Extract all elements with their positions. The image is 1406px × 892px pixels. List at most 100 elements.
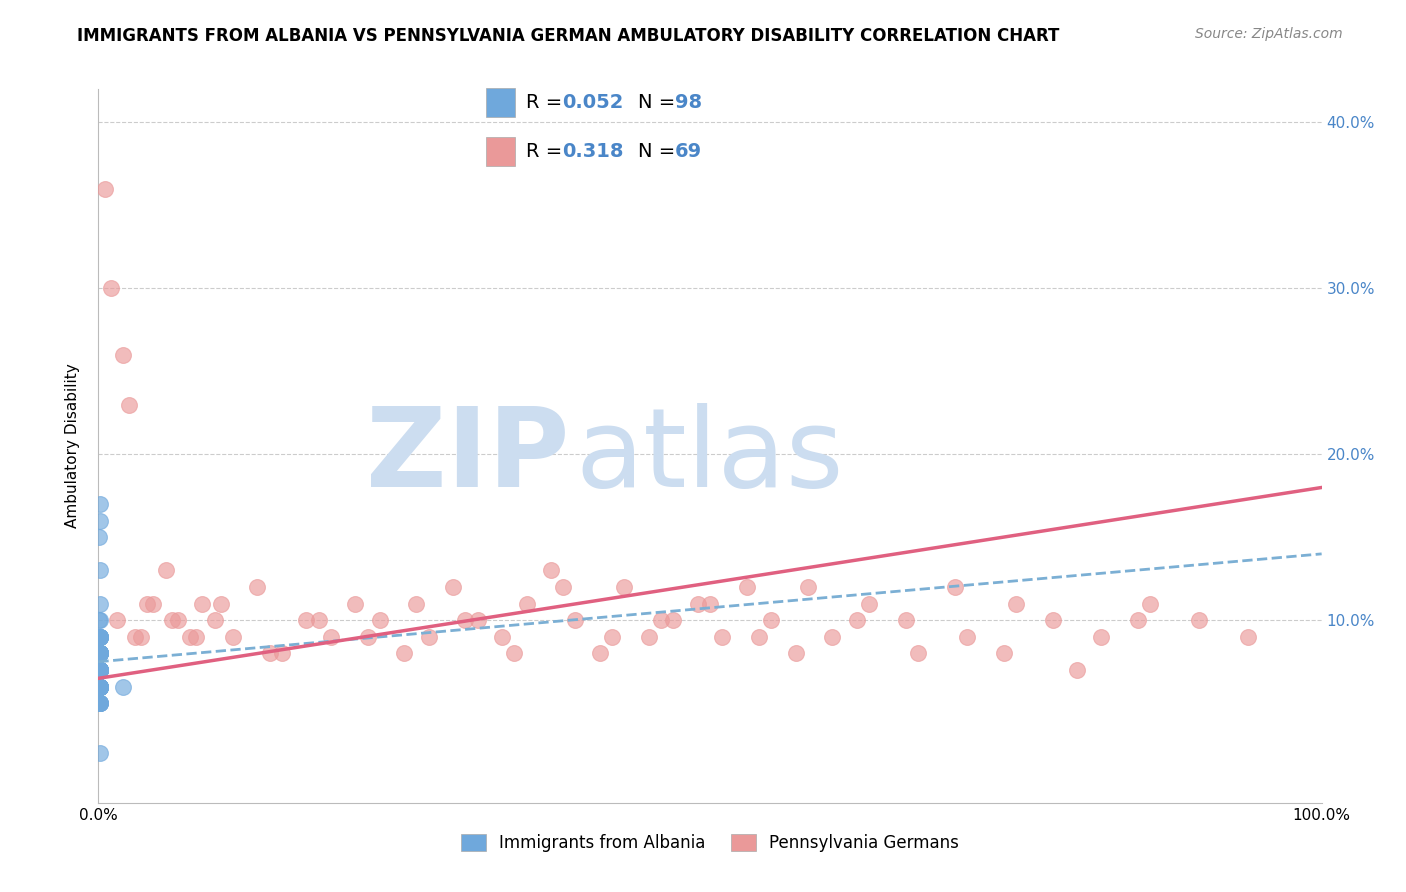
Point <box>89 746 111 760</box>
Point <box>89 680 111 694</box>
Point <box>89 647 111 661</box>
Point <box>89 696 111 710</box>
Point <box>89 630 111 644</box>
Point <box>89 647 111 661</box>
Point <box>711 630 734 644</box>
Point <box>356 630 378 644</box>
Point <box>118 397 141 411</box>
Point <box>454 613 477 627</box>
Point <box>87 680 110 694</box>
Point <box>191 597 214 611</box>
Y-axis label: Ambulatory Disability: Ambulatory Disability <box>65 364 80 528</box>
Point <box>600 630 623 644</box>
Point <box>89 613 111 627</box>
Point <box>89 696 111 710</box>
Point <box>89 663 111 677</box>
Point <box>89 613 111 627</box>
Point <box>155 564 177 578</box>
Point <box>87 647 110 661</box>
Point <box>1188 613 1211 627</box>
FancyBboxPatch shape <box>486 137 515 166</box>
Point <box>89 696 111 710</box>
Point <box>418 630 440 644</box>
Point <box>735 580 758 594</box>
Point <box>392 647 416 661</box>
Point <box>209 597 232 611</box>
Point <box>89 597 111 611</box>
Point <box>124 630 146 644</box>
Point <box>344 597 367 611</box>
Text: N =: N = <box>638 93 682 112</box>
Point <box>89 663 111 677</box>
Point <box>142 597 165 611</box>
Point <box>167 613 190 627</box>
Point <box>259 647 281 661</box>
Point <box>89 663 111 677</box>
Point <box>89 680 111 694</box>
Point <box>89 696 111 710</box>
Point <box>761 613 783 627</box>
Point <box>87 680 110 694</box>
Point <box>186 630 208 644</box>
Point <box>564 613 586 627</box>
Point <box>89 663 111 677</box>
Point <box>160 613 183 627</box>
Point <box>907 647 929 661</box>
Point <box>89 647 111 661</box>
Point <box>89 663 111 677</box>
Point <box>89 647 111 661</box>
Point <box>89 647 111 661</box>
Point <box>89 680 111 694</box>
Point <box>89 647 111 661</box>
Point <box>89 680 111 694</box>
Point <box>89 680 111 694</box>
Point <box>89 564 111 578</box>
Point <box>89 630 111 644</box>
Text: ZIP: ZIP <box>366 403 569 510</box>
Point <box>129 630 152 644</box>
Point <box>368 613 391 627</box>
Text: 69: 69 <box>675 142 702 161</box>
Point <box>441 580 464 594</box>
Point <box>662 613 685 627</box>
Point <box>89 696 111 710</box>
Point <box>89 663 111 677</box>
Point <box>87 647 110 661</box>
Legend: Immigrants from Albania, Pennsylvania Germans: Immigrants from Albania, Pennsylvania Ge… <box>454 827 966 859</box>
Point <box>1090 630 1112 644</box>
Point <box>89 514 111 528</box>
Point <box>785 647 807 661</box>
Point <box>100 281 122 295</box>
Point <box>89 680 111 694</box>
Point <box>589 647 612 661</box>
Text: 0.318: 0.318 <box>562 142 624 161</box>
Point <box>858 597 880 611</box>
Point <box>1066 663 1088 677</box>
Point <box>89 630 111 644</box>
Point <box>467 613 489 627</box>
Point <box>87 680 110 694</box>
Point <box>553 580 575 594</box>
Point <box>89 630 111 644</box>
Point <box>93 182 115 196</box>
Point <box>89 647 111 661</box>
Point <box>87 663 110 677</box>
Point <box>540 564 562 578</box>
Point <box>89 680 111 694</box>
Text: N =: N = <box>638 142 682 161</box>
Point <box>89 680 111 694</box>
Point <box>89 630 111 644</box>
Point <box>89 680 111 694</box>
Point <box>89 663 111 677</box>
Point <box>1139 597 1161 611</box>
Point <box>89 630 111 644</box>
Point <box>89 663 111 677</box>
Point <box>89 680 111 694</box>
FancyBboxPatch shape <box>486 88 515 117</box>
Point <box>89 696 111 710</box>
Point <box>89 647 111 661</box>
Point <box>686 597 709 611</box>
Point <box>491 630 513 644</box>
Point <box>179 630 201 644</box>
Point <box>204 613 226 627</box>
